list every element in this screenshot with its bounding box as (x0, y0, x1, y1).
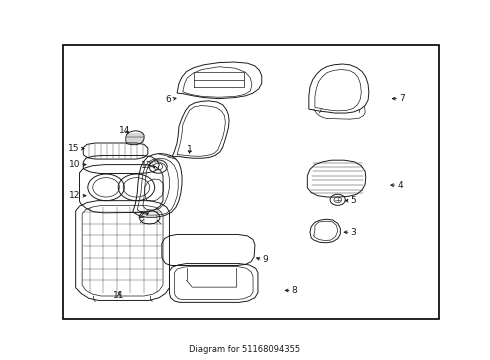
Text: 2: 2 (138, 211, 144, 220)
Text: 14: 14 (120, 126, 131, 135)
Text: 3: 3 (351, 228, 356, 237)
Text: 11: 11 (113, 291, 125, 300)
Text: 7: 7 (399, 94, 405, 103)
Text: 10: 10 (69, 160, 80, 169)
Text: 5: 5 (351, 196, 356, 205)
Text: 6: 6 (166, 95, 171, 104)
Text: 9: 9 (263, 256, 268, 265)
Text: 8: 8 (292, 286, 297, 295)
Text: 1: 1 (187, 145, 193, 154)
Text: 15: 15 (68, 144, 79, 153)
Text: Diagram for 51168094355: Diagram for 51168094355 (190, 345, 300, 354)
Text: 13: 13 (141, 161, 152, 170)
Text: 12: 12 (69, 191, 80, 200)
Text: 4: 4 (397, 181, 403, 190)
